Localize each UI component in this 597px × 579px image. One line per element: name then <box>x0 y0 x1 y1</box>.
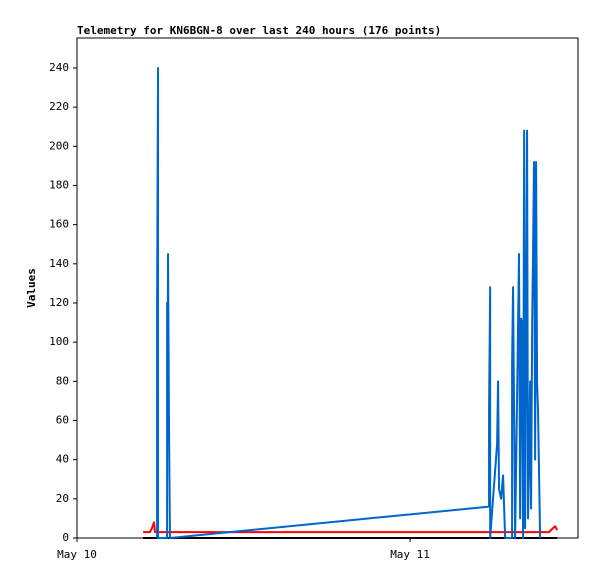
y-tick-label: 140 <box>49 257 69 270</box>
y-tick-label: 180 <box>49 178 69 191</box>
y-tick-label: 160 <box>49 218 69 231</box>
y-tick-label: 240 <box>49 61 69 74</box>
chart-title: Telemetry for KN6BGN-8 over last 240 hou… <box>77 24 441 37</box>
plot-frame <box>76 37 579 539</box>
y-tick-label: 40 <box>56 453 69 466</box>
y-axis-label: Values <box>25 268 38 308</box>
series-line <box>143 521 559 534</box>
y-tick-label: 60 <box>56 413 69 426</box>
x-tick-label: May 10 <box>57 548 97 561</box>
y-tick-label: 80 <box>56 374 69 387</box>
y-tick-label: 100 <box>49 335 69 348</box>
y-tick-label: 120 <box>49 296 69 309</box>
x-tick-label: May 11 <box>390 548 430 561</box>
y-tick-label: 200 <box>49 139 69 152</box>
y-tick-label: 20 <box>56 492 69 505</box>
y-tick-label: 220 <box>49 100 69 113</box>
series-line <box>156 66 542 539</box>
y-tick-label: 0 <box>62 531 69 544</box>
